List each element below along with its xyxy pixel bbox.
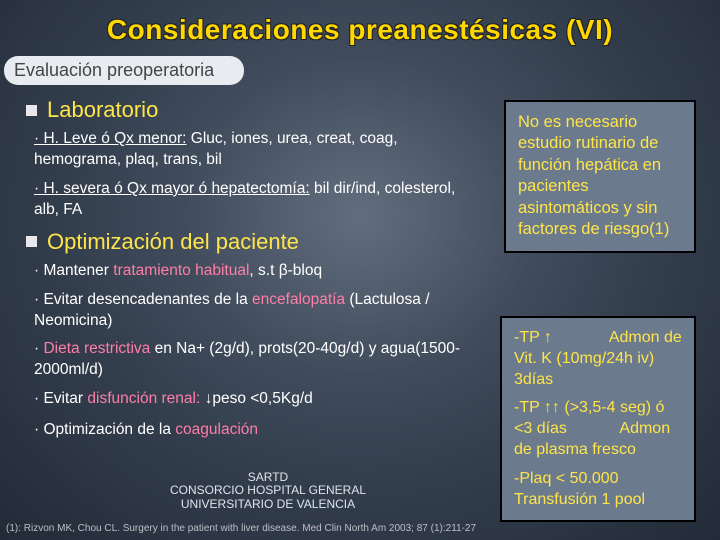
sec2-item2-a: · Evitar desencadenantes de la — [34, 291, 252, 308]
sec2-item5-b: coagulación — [175, 421, 258, 438]
sec2-item3-b: Dieta restrictiva — [43, 340, 150, 357]
section-1-heading: Laboratorio — [47, 97, 158, 123]
sec2-item5-a: · Optimización de la — [34, 421, 175, 438]
bullet-square-icon — [26, 105, 37, 116]
slide-title: Consideraciones preanestésicas (VI) — [0, 0, 720, 54]
sec1-item2-lead: · H. severa ó Qx mayor ó hepatectomía: — [34, 180, 310, 197]
callout-box-2: -TP ↑ Admon de Vit. K (10mg/24h iv) 3día… — [500, 316, 696, 522]
sec2-item1-c: , s.t β-bloq — [249, 262, 322, 279]
section-1-heading-row: Laboratorio — [26, 97, 498, 123]
sec2-item3: · Dieta restrictiva en Na+ (2g/d), prots… — [34, 339, 482, 381]
sec2-item4-a: · Evitar — [34, 390, 87, 407]
sec2-item1-a: · Mantener — [34, 262, 113, 279]
sec2-item4-b: disfunción renal: — [87, 390, 200, 407]
sec1-item1: · H. Leve ó Qx menor: Gluc, iones, urea,… — [34, 129, 482, 171]
sec2-item2-b: encefalopatía — [252, 291, 345, 308]
callout2-line1: -TP ↑ Admon de Vit. K (10mg/24h iv) 3día… — [514, 328, 682, 390]
sec2-item5: · Optimización de la coagulación — [34, 420, 482, 441]
sec1-item1-lead: · H. Leve ó Qx menor: — [34, 130, 186, 147]
callout-box-1: No es necesario estudio rutinario de fun… — [504, 100, 696, 253]
sec2-item1: · Mantener tratamiento habitual, s.t β-b… — [34, 261, 482, 282]
sec2-item1-b: tratamiento habitual — [113, 262, 249, 279]
section-2-heading-row: Optimización del paciente — [26, 229, 498, 255]
sec2-item4-c: ↓peso <0,5Kg/d — [200, 390, 312, 407]
footer-institution: SARTD CONSORCIO HOSPITAL GENERAL UNIVERS… — [58, 471, 478, 512]
sec2-item2: · Evitar desencadenantes de la encefalop… — [34, 290, 482, 332]
sec1-item2: · H. severa ó Qx mayor ó hepatectomía: b… — [34, 179, 482, 221]
bullet-square-icon — [26, 236, 37, 247]
callout2-line3: -Plaq < 50.000 Transfusión 1 pool — [514, 469, 682, 511]
subtitle-box: Evaluación preoperatoria — [4, 56, 244, 85]
footer-citation: (1): Rizvon MK, Chou CL. Surgery in the … — [6, 523, 476, 534]
left-column: Laboratorio · H. Leve ó Qx menor: Gluc, … — [20, 97, 498, 441]
sec2-item4: · Evitar disfunción renal: ↓peso <0,5Kg/… — [34, 389, 482, 410]
section-2-heading: Optimización del paciente — [47, 229, 299, 255]
callout2-line2: -TP ↑↑ (>3,5-4 seg) ó <3 días Admon de p… — [514, 398, 682, 460]
